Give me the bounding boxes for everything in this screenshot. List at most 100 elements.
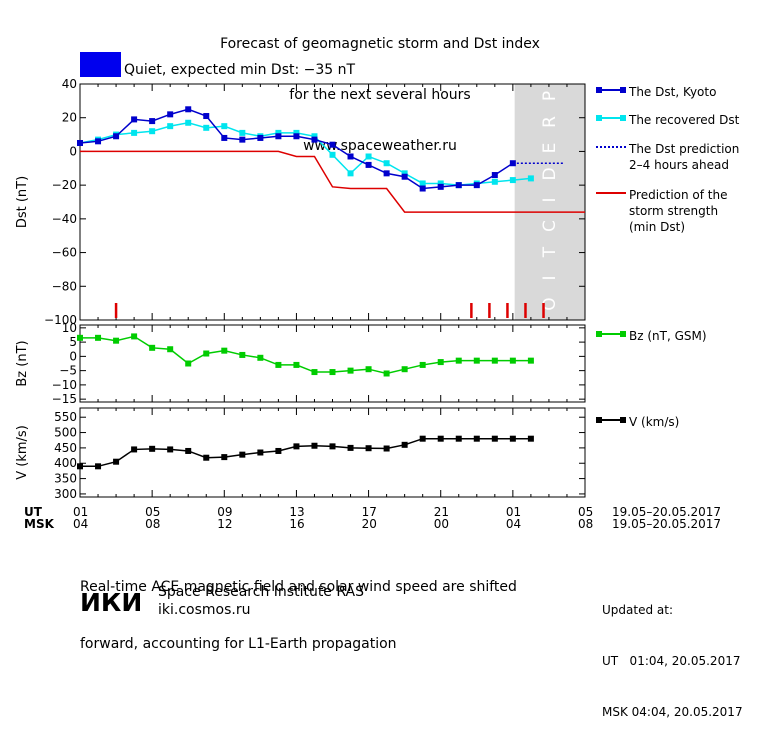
series-dst-recovered-point bbox=[365, 153, 372, 160]
series-v-point bbox=[347, 444, 354, 451]
series-dst-kyoto-point bbox=[257, 134, 264, 141]
y-axis-label: Dst (nT) bbox=[15, 176, 30, 228]
series-bz-point bbox=[455, 357, 462, 364]
y-tick-label: 0 bbox=[69, 349, 77, 363]
y-tick-label: 0 bbox=[69, 144, 77, 158]
series-v-point bbox=[401, 441, 408, 448]
series-bz-point bbox=[437, 359, 444, 366]
institute-site-link[interactable]: iki.cosmos.ru bbox=[158, 602, 251, 618]
series-bz-point bbox=[293, 361, 300, 368]
series-bz-point bbox=[77, 334, 83, 341]
ut-axis-label: UT bbox=[24, 505, 42, 519]
series-dst-kyoto-point bbox=[455, 182, 462, 189]
updated-ut: UT 01:04, 20.05.2017 bbox=[602, 654, 741, 668]
series-v-point bbox=[185, 447, 192, 454]
legend-dst-recovered-label: The recovered Dst bbox=[629, 113, 740, 127]
updated-msk: MSK 04:04, 20.05.2017 bbox=[602, 705, 743, 719]
series-dst-recovered-point bbox=[203, 124, 210, 131]
series-bz-point bbox=[185, 360, 192, 367]
series-dst-recovered-point bbox=[329, 151, 336, 158]
prediction-band-letter: C bbox=[540, 220, 560, 232]
series-bz-point bbox=[275, 361, 282, 368]
institute-name: Space Research Institute RAS bbox=[158, 584, 364, 600]
y-tick-label: −15 bbox=[52, 392, 77, 406]
series-bz bbox=[80, 335, 531, 375]
series-v-point bbox=[329, 443, 336, 450]
series-v-point bbox=[437, 435, 444, 442]
series-dst-kyoto-point bbox=[167, 111, 174, 118]
y-tick-label: 5 bbox=[69, 335, 77, 349]
legend-storm-strength-label: Prediction of the storm strength (min Dst) bbox=[629, 188, 728, 234]
series-dst-recovered-point bbox=[293, 129, 300, 136]
y-tick-label: 300 bbox=[54, 487, 77, 501]
series-dst-kyoto-point bbox=[329, 141, 336, 148]
series-bz-point bbox=[113, 337, 120, 344]
series-dst-recovered-point bbox=[401, 170, 408, 177]
legend-dst-kyoto-label: The Dst, Kyoto bbox=[629, 85, 717, 99]
series-v-point bbox=[275, 447, 282, 454]
time-tick-label: 09 bbox=[217, 505, 233, 519]
series-dst-recovered-point bbox=[527, 175, 534, 182]
prediction-band-letter: I bbox=[540, 197, 560, 202]
prediction-band-letter: E bbox=[540, 143, 560, 154]
updated-label: Updated at: bbox=[602, 603, 673, 617]
y-tick-label: −5 bbox=[59, 364, 77, 378]
y-tick-label: −10 bbox=[52, 378, 77, 392]
time-tick-label: 08 bbox=[578, 517, 594, 531]
series-v bbox=[80, 437, 531, 468]
series-dst-kyoto-point bbox=[221, 134, 228, 141]
series-dst-kyoto-point bbox=[437, 183, 444, 190]
legend-v-swatch bbox=[596, 417, 626, 423]
chart-title: Forecast of geomagnetic storm and Dst in… bbox=[0, 2, 760, 172]
series-bz-point bbox=[149, 344, 156, 351]
series-dst-kyoto-point bbox=[347, 153, 354, 160]
legend-bz-label: Bz (nT, GSM) bbox=[629, 329, 707, 343]
series-bz-point bbox=[221, 347, 228, 354]
title-line-1: Forecast of geomagnetic storm and Dst in… bbox=[220, 36, 540, 52]
series-bz-point bbox=[131, 333, 138, 340]
panel-frame bbox=[79, 407, 586, 498]
series-bz-point bbox=[383, 370, 390, 377]
series-storm-strength bbox=[80, 150, 585, 213]
series-v-point bbox=[167, 446, 174, 453]
series-bz-point bbox=[329, 369, 336, 376]
title-line-2: for the next several hours bbox=[289, 87, 471, 103]
series-v-point bbox=[491, 435, 498, 442]
series-bz-point bbox=[239, 351, 246, 358]
series-bz-point bbox=[491, 357, 498, 364]
series-v-point bbox=[527, 435, 534, 442]
y-tick-label: −80 bbox=[52, 279, 77, 293]
series-v-point bbox=[311, 442, 318, 449]
time-tick-label: 12 bbox=[217, 517, 233, 531]
series-dst-recovered-point bbox=[491, 178, 498, 185]
series-v-point bbox=[239, 451, 246, 458]
series-v-point bbox=[509, 435, 516, 442]
y-tick-label: −20 bbox=[52, 178, 77, 192]
series-v-point bbox=[257, 449, 264, 456]
msk-axis-label: MSK bbox=[24, 517, 54, 531]
y-tick-label: 450 bbox=[54, 441, 77, 455]
time-tick-label: 01 bbox=[73, 505, 89, 519]
prediction-band-letter: T bbox=[540, 246, 560, 258]
time-tick-label: 21 bbox=[433, 505, 449, 519]
series-dst-recovered-point bbox=[275, 129, 282, 136]
series-dst-kyoto bbox=[79, 108, 514, 190]
prediction-band-letter: D bbox=[540, 167, 560, 180]
y-tick-label: 350 bbox=[54, 472, 77, 486]
status-swatch bbox=[80, 52, 121, 77]
y-tick-label: 40 bbox=[62, 77, 77, 91]
series-dst-recovered-point bbox=[167, 123, 174, 130]
series-v-point bbox=[293, 443, 300, 450]
series-dst-recovered-point bbox=[437, 180, 444, 187]
series-bz-point bbox=[509, 357, 516, 364]
series-bz-point bbox=[203, 350, 210, 357]
time-tick-label: 05 bbox=[145, 505, 161, 519]
series-dst-kyoto-point bbox=[95, 138, 102, 145]
time-tick-label: 05 bbox=[578, 505, 594, 519]
prediction-band-letter: N bbox=[540, 324, 560, 337]
series-bz-point bbox=[401, 366, 408, 373]
footer-note: Real-time ACE magnetic field and solar w… bbox=[80, 540, 517, 673]
status-text: Quiet, expected min Dst: −35 nT bbox=[124, 62, 356, 78]
series-dst-kyoto-point bbox=[131, 116, 138, 123]
